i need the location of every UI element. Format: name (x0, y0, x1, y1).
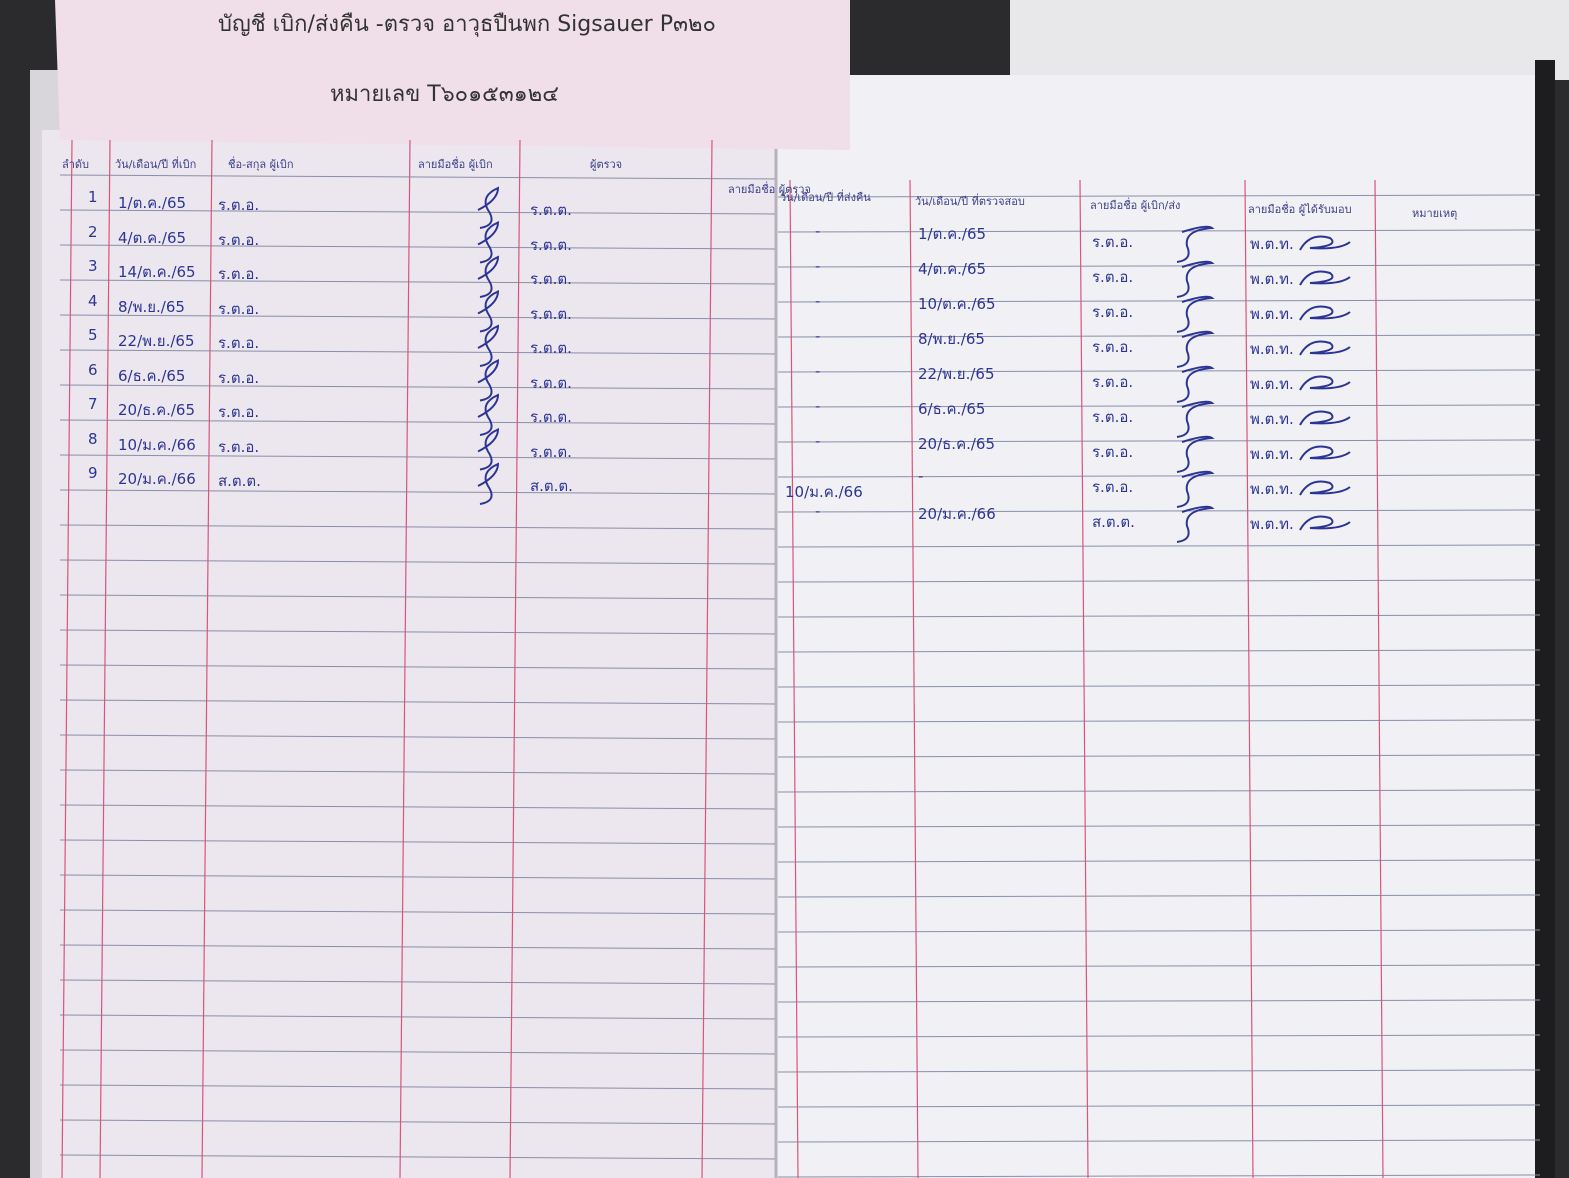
issuer-rank: ร.ต.อ. (218, 403, 260, 421)
checker-rank: ร.ต.ต. (530, 339, 572, 357)
row-number: 5 (88, 326, 98, 344)
check-date: 20/ธ.ค./65 (918, 435, 996, 453)
receiver-rank: พ.ต.ท. (1250, 305, 1294, 323)
issue-date: 6/ธ.ค./65 (118, 366, 186, 385)
column-header: หมายเหตุ (1412, 207, 1458, 220)
receiver-rank: พ.ต.ท. (1250, 445, 1294, 463)
checker-rank: ร.ต.ต. (530, 373, 572, 392)
issue-date: 1/ต.ค./65 (118, 194, 187, 212)
returner-rank: ร.ต.อ. (1092, 303, 1134, 321)
receiver-rank: พ.ต.ท. (1250, 480, 1294, 498)
returner-rank: ร.ต.อ. (1092, 268, 1134, 286)
return-date: - (815, 257, 821, 275)
check-date: 1/ต.ค./65 (918, 225, 987, 243)
return-date: 10/ม.ค./66 (785, 483, 863, 501)
check-date: 4/ต.ค./65 (918, 260, 987, 278)
issuer-rank: ร.ต.อ. (218, 299, 260, 318)
column-header: ลำดับ (62, 158, 90, 171)
returner-rank: ร.ต.อ. (1092, 373, 1134, 391)
checker-rank: ร.ต.ต. (530, 201, 572, 219)
returner-rank: ร.ต.อ. (1092, 443, 1134, 461)
column-header: ลายมือชื่อ ผู้ตรวจ (728, 183, 811, 196)
ledger-title: บัญชี เบิก/ส่งคืน -ตรวจ อาวุธปืนพก Sigsa… (218, 12, 716, 37)
returner-rank: ร.ต.อ. (1092, 338, 1134, 356)
issuer-rank: ร.ต.อ. (218, 196, 260, 214)
issuer-rank: ส.ต.ต. (218, 472, 261, 490)
checker-rank: ร.ต.ต. (530, 270, 572, 288)
return-date: - (815, 362, 821, 380)
issue-date: 20/ม.ค./66 (118, 470, 196, 488)
check-date: 8/พ.ย./65 (918, 330, 985, 348)
issue-date: 10/ม.ค./66 (118, 435, 196, 454)
check-date: 20/ม.ค./66 (918, 505, 996, 523)
row-number: 4 (88, 291, 98, 310)
returner-rank: ร.ต.อ. (1092, 408, 1134, 426)
receiver-rank: พ.ต.ท. (1250, 235, 1294, 253)
receiver-rank: พ.ต.ท. (1250, 410, 1294, 428)
checker-rank: ร.ต.ต. (530, 442, 572, 461)
issuer-rank: ร.ต.อ. (218, 265, 260, 283)
issue-date: 4/ต.ค./65 (118, 228, 187, 247)
row-number: 6 (88, 360, 98, 379)
check-date: 10/ต.ค./65 (918, 295, 996, 313)
row-number: 8 (88, 429, 98, 448)
issuer-rank: ร.ต.อ. (218, 368, 260, 387)
return-date: - (815, 292, 821, 310)
return-date: - (815, 432, 821, 450)
checker-rank: ร.ต.ต. (530, 304, 572, 323)
column-header: ลายมือชื่อ ผู้เบิก (418, 158, 493, 171)
column-header: ชื่อ-สกุล ผู้เบิก (228, 158, 294, 171)
return-date: - (815, 502, 821, 520)
issue-date: 20/ธ.ค./65 (118, 401, 196, 419)
receiver-rank: พ.ต.ท. (1250, 515, 1294, 533)
row-number: 7 (88, 395, 98, 413)
returner-rank: ส.ต.ต. (1092, 513, 1135, 531)
checker-rank: ร.ต.ต. (530, 235, 572, 254)
check-date: 22/พ.ย./65 (918, 365, 995, 383)
issue-date: 14/ต.ค./65 (118, 263, 196, 281)
row-number: 2 (88, 222, 98, 241)
issuer-rank: ร.ต.อ. (218, 334, 260, 352)
issue-date: 8/พ.ย./65 (118, 297, 185, 316)
issuer-rank: ร.ต.อ. (218, 437, 260, 456)
checker-rank: ส.ต.ต. (530, 477, 573, 495)
row-number: 3 (88, 257, 98, 275)
column-header: ลายมือชื่อ ผู้เบิก/ส่ง (1090, 199, 1181, 212)
return-date: - (815, 222, 821, 240)
column-header: วัน/เดือน/ปี ที่เบิก (115, 158, 197, 171)
return-date: - (815, 327, 821, 345)
column-header: ผู้ตรวจ (590, 158, 623, 171)
returner-rank: ร.ต.อ. (1092, 478, 1134, 496)
checker-rank: ร.ต.ต. (530, 408, 572, 426)
check-date: 6/ธ.ค./65 (918, 400, 986, 418)
column-header: วัน/เดือน/ปี ที่ส่งคืน (780, 191, 871, 204)
check-date: - (918, 467, 924, 485)
gun-number: หมายเลข T๖๐๑๕๓๑๒๔ (330, 82, 559, 107)
issuer-rank: ร.ต.อ. (218, 230, 260, 249)
row-number: 1 (88, 188, 98, 206)
row-number: 9 (88, 464, 98, 482)
return-date: - (815, 397, 821, 415)
receiver-rank: พ.ต.ท. (1250, 375, 1294, 393)
issue-date: 22/พ.ย./65 (118, 332, 195, 350)
column-header: ลายมือชื่อ ผู้ได้รับมอบ (1248, 203, 1352, 216)
column-header: วัน/เดือน/ปี ที่ตรวจสอบ (915, 195, 1025, 208)
returner-rank: ร.ต.อ. (1092, 233, 1134, 251)
receiver-rank: พ.ต.ท. (1250, 270, 1294, 288)
receiver-rank: พ.ต.ท. (1250, 340, 1294, 358)
